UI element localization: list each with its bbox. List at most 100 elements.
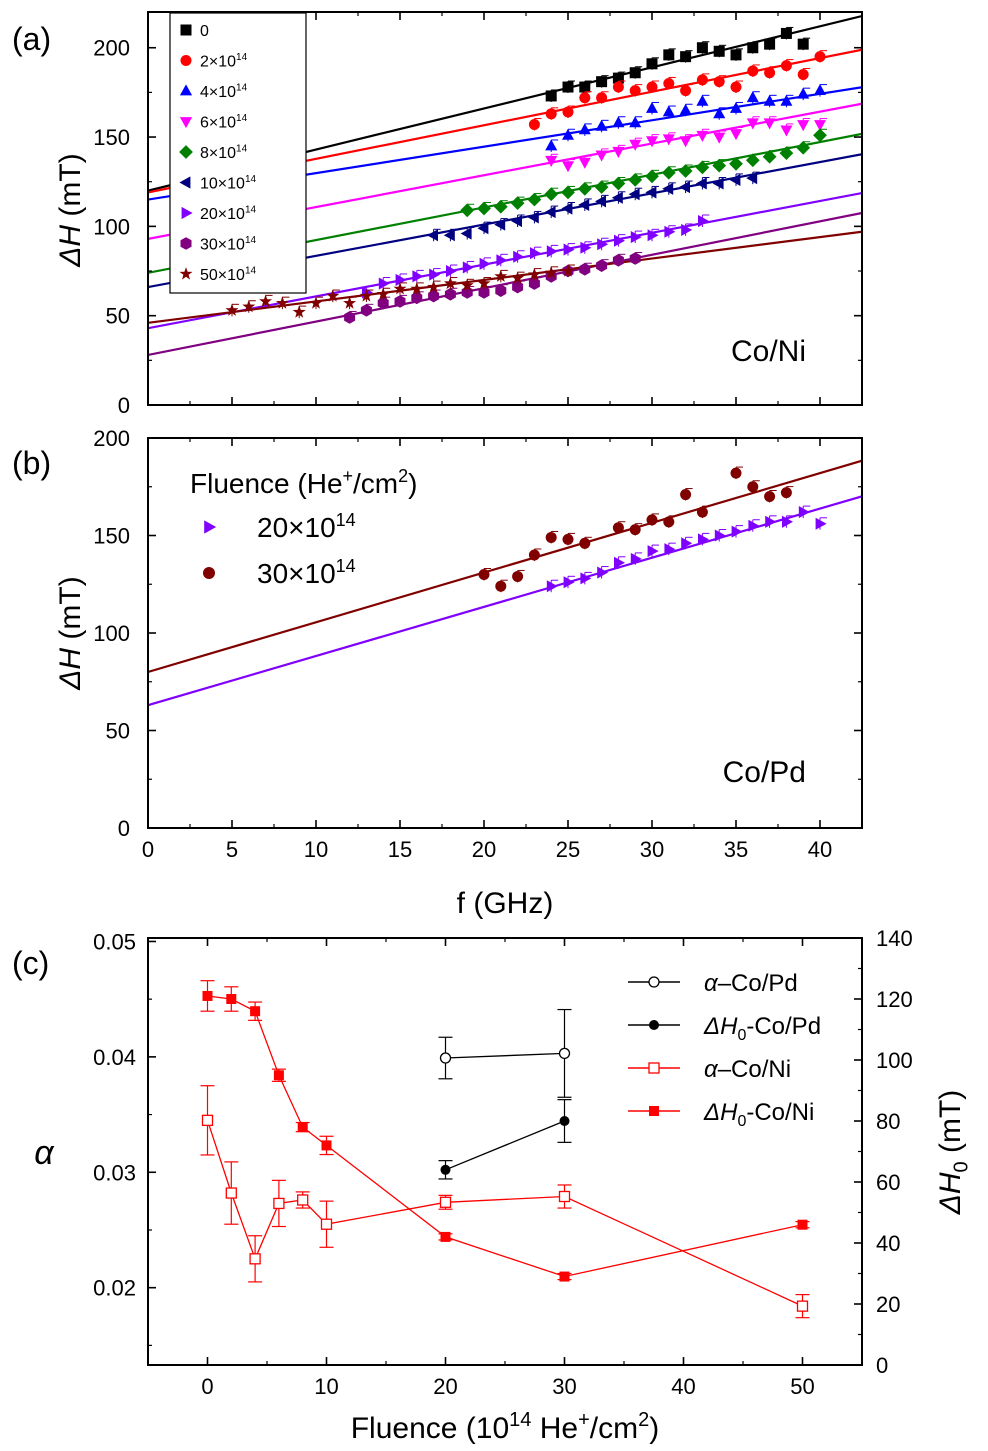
series-2e14 bbox=[528, 50, 827, 131]
data-point bbox=[562, 81, 574, 93]
legend-label-8e14-part: 14 bbox=[236, 144, 248, 155]
data-point bbox=[779, 146, 794, 160]
data-point bbox=[225, 303, 239, 316]
x-axis-label-c-part: 14 bbox=[509, 1409, 531, 1431]
data-point bbox=[612, 81, 624, 93]
series-0 bbox=[545, 26, 811, 102]
data-point bbox=[696, 74, 708, 86]
legend-title-b-part: /cm bbox=[353, 468, 398, 499]
data-point bbox=[561, 264, 575, 277]
data-point bbox=[664, 225, 676, 238]
legend-label-α–Co/Ni-part: –Co/Ni bbox=[718, 1056, 791, 1083]
data-point bbox=[614, 556, 625, 569]
panel-label-a: (a) bbox=[12, 21, 51, 57]
legend-label-ΔH0-Co/Ni-part: ΔH bbox=[703, 1099, 738, 1126]
data-point bbox=[713, 76, 725, 88]
data-point bbox=[764, 38, 776, 50]
legend-label-ΔH0-Co/Pd-part: -Co/Pd bbox=[746, 1013, 821, 1040]
data-point bbox=[544, 206, 556, 219]
legend-label-30e14-part: 30×10 bbox=[200, 237, 245, 254]
data-point bbox=[662, 134, 675, 146]
series-50e14 bbox=[225, 264, 575, 319]
data-point bbox=[815, 517, 827, 530]
data-point bbox=[478, 569, 490, 580]
y-tick-label: 100 bbox=[93, 214, 130, 239]
data-point bbox=[477, 276, 491, 290]
data-point bbox=[814, 84, 826, 95]
data-point bbox=[580, 241, 592, 254]
legend-title-b-part: 2 bbox=[398, 466, 408, 486]
data-point bbox=[780, 94, 793, 106]
data-point bbox=[579, 537, 591, 549]
legend-label-10e14-part: 10×10 bbox=[200, 176, 245, 193]
data-point bbox=[309, 296, 323, 309]
data-point bbox=[647, 545, 659, 558]
series-4e14 bbox=[545, 84, 827, 152]
y-tick-label-left: 0.05 bbox=[93, 929, 136, 954]
x-tick-label: 15 bbox=[388, 837, 412, 862]
data-point bbox=[493, 199, 508, 214]
data-point bbox=[780, 125, 793, 137]
y-tick-label: 50 bbox=[106, 719, 130, 744]
data-point bbox=[273, 1070, 284, 1081]
data-point bbox=[460, 203, 475, 218]
y-tick-label: 0 bbox=[118, 816, 130, 841]
legend-label-2e14: 2×1014 bbox=[200, 52, 248, 70]
data-point bbox=[326, 289, 340, 302]
data-point bbox=[545, 108, 557, 120]
data-point bbox=[558, 1047, 571, 1060]
data-point bbox=[393, 282, 407, 295]
data-point bbox=[530, 247, 541, 260]
panel-label-b: (b) bbox=[12, 445, 51, 481]
legend-title-b-part: Fluence (He bbox=[190, 468, 343, 499]
data-point bbox=[797, 1219, 808, 1230]
panel-b: 0 5 10 15 20 25 30 35 40 0 50 100 150 200 (b) ΔH (mT) Co… bbox=[12, 426, 863, 920]
fit-line-20e14 bbox=[148, 495, 862, 707]
y-axis-label-a: ΔH (mT) bbox=[54, 153, 87, 267]
x-tick-label: 0 bbox=[142, 837, 154, 862]
data-point bbox=[495, 580, 507, 592]
y-axis-label-c: α bbox=[34, 1134, 55, 1172]
data-point bbox=[662, 105, 675, 117]
data-point bbox=[444, 287, 456, 301]
legend-marker-ΔH0-Co/Pd bbox=[649, 1020, 659, 1030]
legend-label-0: 0 bbox=[200, 23, 209, 40]
legend-label-50e14-part: 14 bbox=[245, 266, 257, 277]
data-point bbox=[730, 467, 742, 479]
legend-marker-20e14 bbox=[204, 520, 217, 534]
data-point bbox=[764, 491, 776, 502]
series-20e14 bbox=[546, 505, 827, 593]
x-axis-label-c-part: + bbox=[578, 1409, 590, 1431]
series-α–Co/Pd bbox=[438, 1008, 572, 1098]
data-point bbox=[680, 85, 692, 97]
data-point bbox=[527, 267, 541, 281]
legend-label-0-part: 0 bbox=[200, 23, 209, 40]
data-point bbox=[612, 254, 624, 267]
annotation-b: Co/Pd bbox=[723, 756, 806, 789]
x-axis-label-c-part: He bbox=[531, 1412, 578, 1445]
legend-title-b-part: ) bbox=[408, 468, 417, 499]
y2-axis-label-c: ΔH0 (mT) bbox=[934, 1090, 973, 1216]
data-point bbox=[275, 296, 289, 309]
legend-label-30e14-part: 30×10 bbox=[257, 558, 336, 589]
data-point bbox=[249, 1253, 261, 1265]
series-line bbox=[445, 1120, 565, 1171]
data-point bbox=[297, 1122, 308, 1133]
data-point bbox=[562, 106, 574, 118]
data-point bbox=[376, 287, 390, 300]
data-point bbox=[440, 1164, 451, 1175]
legend-label-8e14-part: 8×10 bbox=[200, 145, 236, 162]
panel-c: (c)0 10 20 30 40 500.020.030.040.050204060801… bbox=[12, 926, 973, 1445]
legend-title-b: Fluence (He+/cm2) bbox=[190, 466, 417, 499]
data-point bbox=[579, 81, 591, 93]
series-20e14 bbox=[362, 214, 710, 299]
data-point bbox=[443, 229, 455, 242]
data-point bbox=[443, 276, 457, 290]
legend-marker-4e14 bbox=[179, 84, 193, 96]
data-point bbox=[698, 533, 709, 546]
legend-label-α–Co/Pd-part: –Co/Pd bbox=[718, 970, 798, 997]
data-point bbox=[579, 262, 591, 276]
data-point bbox=[563, 576, 575, 589]
data-point bbox=[813, 128, 827, 143]
legend-label-ΔH0-Co/Ni: ΔH0-Co/Ni bbox=[703, 1099, 814, 1130]
